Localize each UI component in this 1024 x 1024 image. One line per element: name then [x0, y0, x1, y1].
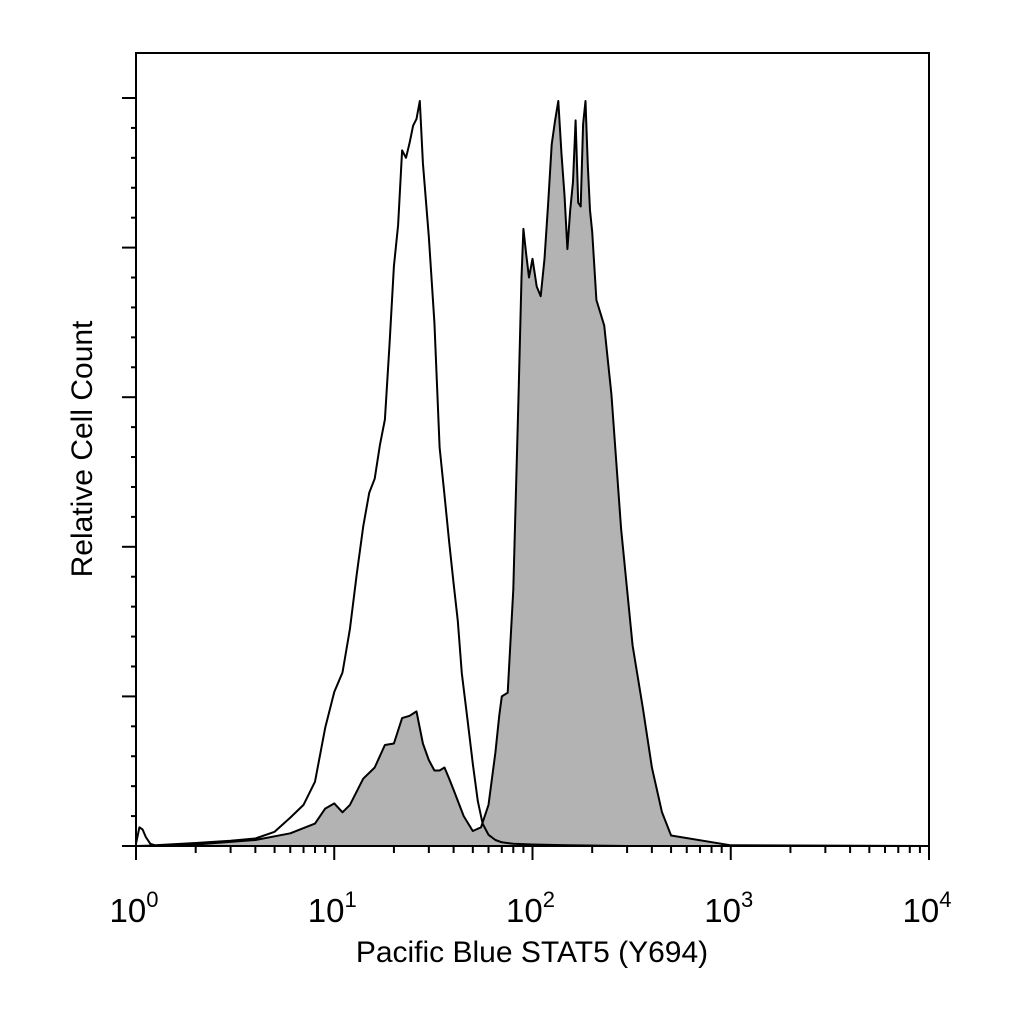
series-layer-outline — [135, 100, 929, 847]
x-tick-label-exponent: 4 — [939, 887, 951, 912]
series-filled-outline — [135, 100, 930, 847]
x-tick-label-base: 10 — [308, 892, 345, 929]
x-tick-label: 102 — [506, 887, 555, 929]
series-outline-line — [135, 100, 929, 847]
x-tick-label-base: 10 — [110, 892, 147, 929]
x-tick-label-exponent: 3 — [741, 887, 753, 912]
x-tick-label: 101 — [308, 887, 357, 929]
x-tick-label: 100 — [110, 887, 159, 929]
x-tick-label-exponent: 0 — [146, 887, 158, 912]
x-axis-ticks — [135, 846, 930, 860]
y-axis-ticks — [122, 97, 136, 847]
x-tick-label-exponent: 1 — [344, 887, 356, 912]
x-tick-label-base: 10 — [506, 892, 543, 929]
x-tick-label-base: 10 — [704, 892, 741, 929]
series-layer-filled — [135, 100, 930, 847]
x-tick-label: 103 — [704, 887, 753, 929]
x-tick-label-exponent: 2 — [543, 887, 555, 912]
series-filled-area — [136, 101, 929, 846]
x-axis-label: Pacific Blue STAT5 (Y694) — [356, 936, 708, 969]
x-axis-tick-labels: 100 101 102 103 104 — [110, 887, 952, 929]
y-axis-label: Relative Cell Count — [66, 320, 99, 577]
x-tick-label: 104 — [903, 887, 952, 929]
x-tick-label-base: 10 — [903, 892, 940, 929]
